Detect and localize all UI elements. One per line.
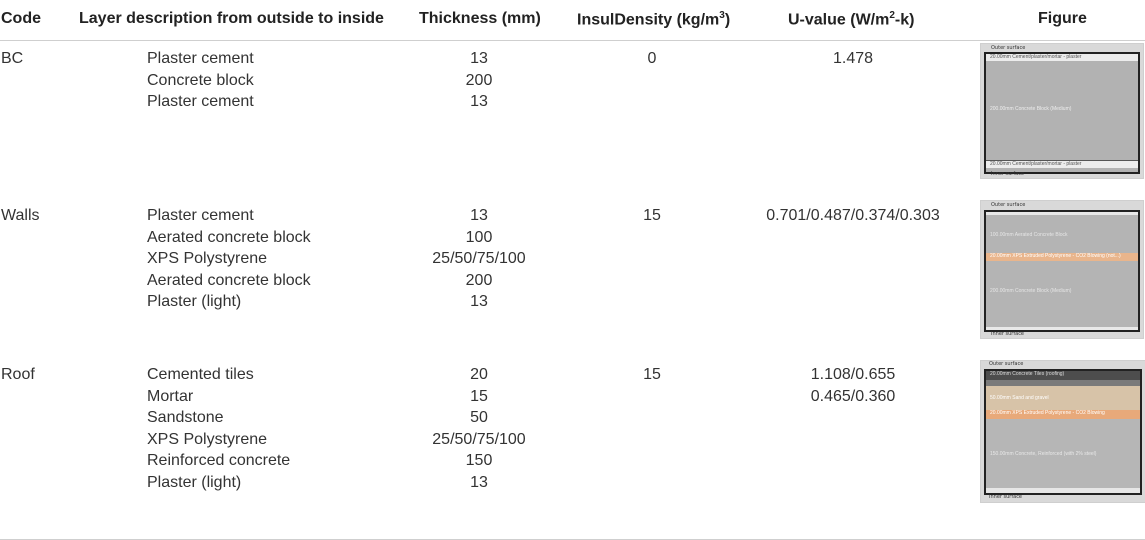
layer-band: 20.00mm Cement/plaster/mortar - plaster — [986, 160, 1138, 168]
layer-item: XPS Polystyrene — [147, 250, 268, 267]
layer-item: Plaster (light) — [147, 293, 242, 310]
layer-item: Sandstone — [147, 409, 224, 426]
section-diagram: 20.00mm Cement/plaster/mortar - plaster … — [984, 52, 1140, 174]
thickness-item: 25/50/75/100 — [432, 430, 526, 448]
layer-item: Concrete block — [147, 71, 254, 89]
layer-band: 100.00mm Aerated Concrete Block — [990, 232, 1068, 238]
thickness-item: 20 — [470, 366, 488, 383]
header-figure: Figure — [1038, 10, 1087, 27]
inner-surface-label: Inner surface — [991, 171, 1025, 177]
figure-walls-section: Outer surface 100.00mm Aerated Concrete … — [980, 200, 1144, 339]
layer-band: 20.00mm XPS Extruded Polystyrene - CO2 B… — [986, 253, 1138, 261]
layer-item: Mortar — [147, 387, 194, 405]
density-cell: 15 — [643, 366, 661, 383]
layer-item: Aerated concrete block — [147, 228, 311, 246]
inner-surface-label: Inner surface — [991, 331, 1025, 337]
layer-item: Aerated concrete block — [147, 271, 311, 289]
u-value-cell: 1.108/0.655 0.465/0.360 — [810, 366, 896, 405]
layers-cell: Cemented tiles Mortar Sandstone XPS Poly… — [147, 364, 290, 493]
code-cell: BC — [1, 50, 24, 67]
inner-surface-label: Inner surface — [989, 494, 1023, 500]
layer-band: 200.00mm Concrete Block (Medium) — [990, 106, 1072, 112]
outer-surface-label: Outer surface — [991, 202, 1026, 208]
u-value-cell: 0.701/0.487/0.374/0.303 — [766, 207, 940, 224]
outer-surface-label: Outer surface — [991, 45, 1026, 51]
layers-cell: Plaster cement Aerated concrete block XP… — [147, 205, 311, 313]
thickness-cell: 20 15 50 25/50/75/100 150 13 — [409, 364, 549, 493]
thickness-item: 13 — [470, 207, 488, 224]
layer-item: Plaster (light) — [147, 473, 242, 491]
figure-roof-section: Outer surface 20.00mm Concrete Tiles (ro… — [980, 360, 1145, 503]
section-diagram: 100.00mm Aerated Concrete Block 20.00mm … — [984, 210, 1140, 332]
thickness-item: 13 — [470, 473, 488, 491]
density-cell: 15 — [643, 207, 661, 224]
header-u-value: U-value (W/m2-k) — [788, 10, 915, 29]
thickness-cell: 13 100 25/50/75/100 200 13 — [409, 205, 549, 313]
layer-band: 20.00mm XPS Extruded Polystyrene - CO2 B… — [986, 410, 1140, 419]
thickness-item: 50 — [470, 409, 488, 426]
layer-band: 50.00mm Sand and gravel — [986, 386, 1140, 410]
density-cell: 0 — [647, 50, 657, 67]
table-header: Code Layer description from outside to i… — [0, 0, 1145, 41]
layer-item: Cemented tiles — [147, 366, 254, 383]
layer-band: 20.00mm Cement/plaster/mortar - plaster — [986, 54, 1138, 61]
thickness-item: 13 — [470, 93, 488, 110]
thickness-item: 100 — [465, 228, 493, 246]
code-cell: Roof — [1, 366, 35, 383]
layer-band: 150.00mm Concrete, Reinforced (with 2% s… — [990, 451, 1097, 457]
header-layer-description: Layer description from outside to inside — [79, 10, 384, 27]
thickness-cell: 13 200 13 — [409, 48, 549, 113]
layer-band: 20.00mm Concrete Tiles (roofing) — [986, 371, 1140, 380]
code-cell: Walls — [1, 207, 40, 224]
u-value-cell: 1.478 — [832, 50, 874, 67]
figure-bc-wall-section: Outer surface 20.00mm Cement/plaster/mor… — [980, 43, 1144, 179]
header-insul-density: InsulDensity (kg/m3) — [577, 10, 731, 29]
thickness-item: 13 — [470, 50, 488, 67]
header-code: Code — [1, 10, 41, 27]
thickness-item: 150 — [465, 452, 493, 469]
outer-surface-label: Outer surface — [989, 361, 1024, 367]
thickness-item: 25/50/75/100 — [432, 250, 526, 267]
thickness-item: 200 — [465, 271, 493, 289]
layer-item: Reinforced concrete — [147, 452, 291, 469]
thickness-item: 200 — [465, 71, 493, 89]
layers-cell: Plaster cement Concrete block Plaster ce… — [147, 48, 254, 113]
layer-item: Plaster cement — [147, 207, 254, 224]
section-diagram: 20.00mm Concrete Tiles (roofing) 50.00mm… — [984, 369, 1142, 495]
header-thickness: Thickness (mm) — [419, 10, 541, 27]
layer-item: XPS Polystyrene — [147, 430, 268, 448]
thickness-item: 15 — [470, 387, 488, 405]
layer-band: 200.00mm Concrete Block (Medium) — [990, 288, 1072, 294]
thickness-item: 13 — [470, 293, 488, 310]
layer-item: Plaster cement — [147, 50, 254, 67]
layer-item: Plaster cement — [147, 93, 254, 110]
